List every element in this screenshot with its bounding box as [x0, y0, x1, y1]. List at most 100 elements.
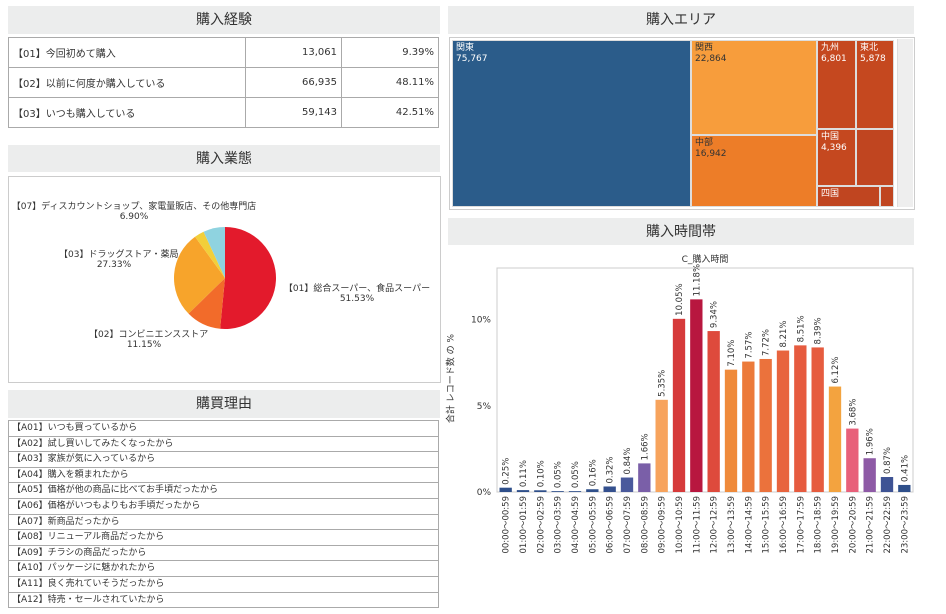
slice-label: 【03】ドラッグストア・薬局	[59, 250, 179, 260]
treemap-cell[interactable]: 九州 6,801	[817, 40, 856, 129]
x-tick-label: 13:00～13:59	[727, 496, 737, 554]
treemap-cell[interactable]: 中部 16,942	[691, 135, 817, 207]
x-tick-label: 07:00～07:59	[623, 496, 633, 554]
bar	[898, 484, 911, 492]
treemap-cell[interactable]	[880, 186, 894, 207]
slice-value: 6.90%	[119, 212, 149, 222]
slice-value: 27.33%	[96, 260, 132, 270]
bar	[776, 350, 790, 492]
bar	[724, 369, 738, 492]
bar-data-label: 7.57%	[744, 332, 754, 359]
cell-label: 中国	[821, 132, 840, 142]
treemap: 関東 75,767 関西 22,864 中部 16,942 九州 6,801 東北 5,878 中国…	[452, 40, 894, 207]
pie-slice[interactable]	[174, 236, 225, 314]
bar-data-label: 0.05%	[571, 461, 581, 488]
bar-data-label: 0.32%	[606, 456, 616, 483]
x-tick-label: 21:00～21:59	[866, 496, 876, 554]
y-tick-label: 5%	[477, 402, 492, 412]
x-tick-label: 01:00～01:59	[519, 496, 529, 554]
bar-data-label: 0.16%	[588, 459, 598, 486]
treemap-cell[interactable]: 中国 4,396	[817, 129, 856, 186]
pie-slice[interactable]	[203, 227, 225, 278]
bar-data-label: 1.96%	[866, 428, 876, 455]
treemap-cell[interactable]: 関東 75,767	[452, 40, 691, 207]
scrollbar[interactable]	[897, 39, 913, 207]
bar-data-label: 8.21%	[779, 321, 789, 348]
pie-chart	[174, 227, 276, 329]
pie-panel: 【07】ディスカウントショップ、家電量販店、その他専門店 6.90% 【03】ドラ…	[8, 176, 441, 383]
reason-item: 【A06】価格がいつもよりもお手頃だったから	[8, 498, 439, 515]
x-tick-label: 20:00～20:59	[848, 496, 858, 554]
pie-label-07: 【07】ディスカウントショップ、家電量販店、その他専門店 6.90%	[9, 199, 259, 222]
reasons-title: 購買理由	[8, 390, 440, 418]
row-pct: 42.51%	[341, 97, 439, 128]
cell-value: 6,801	[821, 54, 847, 64]
cell-value: 22,864	[695, 54, 727, 64]
x-tick-label: 08:00～08:59	[640, 496, 650, 554]
x-tick-label: 12:00～12:59	[710, 496, 720, 554]
bar	[863, 458, 876, 492]
format-title: 購入業態	[8, 145, 440, 172]
pie-slice[interactable]	[188, 278, 225, 329]
reason-item: 【A05】価格が他の商品に比べてお手頃だったから	[8, 483, 439, 499]
treemap-cell[interactable]: 東北 5,878	[856, 40, 894, 129]
treemap-cell[interactable]	[856, 129, 894, 186]
bar-data-label: 5.35%	[658, 370, 668, 397]
cell-label: 関東	[456, 43, 475, 53]
experience-title: 購入経験	[8, 6, 440, 34]
y-tick-label: 10%	[471, 316, 491, 326]
bar	[880, 477, 894, 492]
bar-data-label: 9.34%	[710, 301, 720, 328]
table-row: 【02】以前に何度か購入している 66,935 48.11%	[8, 67, 439, 98]
experience-table: 【01】今回初めて購入 13,061 9.39% 【02】以前に何度か購入している 6…	[8, 37, 439, 128]
pie-slice[interactable]	[195, 231, 225, 278]
x-tick-label: 19:00～19:59	[831, 496, 841, 554]
bar-data-label: 0.87%	[883, 447, 893, 474]
x-tick-label: 04:00～04:59	[571, 496, 581, 554]
row-count: 59,143	[245, 97, 342, 128]
slice-value: 11.15%	[126, 340, 162, 350]
bar-data-label: 7.72%	[762, 329, 772, 356]
bar	[516, 490, 530, 492]
reason-item: 【A12】特売・セールされていたから	[8, 592, 439, 609]
treemap-panel: 関東 75,767 関西 22,864 中部 16,942 九州 6,801 東北 5,878 中国…	[449, 37, 915, 210]
x-tick-label: 15:00～15:59	[762, 496, 772, 554]
bar	[655, 399, 668, 492]
bar-data-label: 8.39%	[814, 317, 824, 344]
bar	[846, 428, 859, 492]
bar	[568, 491, 582, 492]
bar-data-label: 0.05%	[554, 461, 564, 488]
pie-label-03: 【03】ドラッグストア・薬局 27.33%	[59, 247, 179, 270]
area-title: 購入エリア	[448, 6, 914, 34]
bar-data-label: 10.05%	[675, 283, 685, 315]
x-tick-label: 02:00～02:59	[536, 496, 546, 554]
bar	[551, 491, 564, 492]
row-count: 66,935	[245, 67, 342, 98]
reasons-list: 【A01】いつも買っているから 【A02】試し買いしてみたくなったから 【A03】家…	[8, 420, 439, 609]
reason-item: 【A11】良く売れていそうだったから	[8, 576, 439, 593]
treemap-cell[interactable]: 関西 22,864	[691, 40, 817, 135]
reason-item: 【A10】パッケージに魅かれたから	[8, 561, 439, 577]
bar-data-label: 0.41%	[900, 455, 910, 482]
reason-item: 【A04】購入を頼まれたから	[8, 467, 439, 484]
slice-label: 【01】総合スーパー、食品スーパー	[283, 284, 431, 294]
bar-data-label: 8.51%	[796, 315, 806, 342]
bar	[794, 345, 807, 492]
reason-item: 【A09】チラシの商品だったから	[8, 545, 439, 562]
bar	[638, 463, 651, 492]
row-pct: 48.11%	[341, 67, 439, 98]
pie-slice[interactable]	[220, 227, 276, 329]
plot-area	[496, 267, 914, 493]
x-tick-label: 11:00～11:59	[692, 496, 702, 554]
bar	[603, 486, 616, 492]
cell-value: 16,942	[695, 149, 727, 159]
bar	[586, 489, 599, 492]
bar-data-label: 0.10%	[536, 460, 546, 487]
x-tick-label: 09:00～09:59	[658, 496, 668, 554]
cell-value: 75,767	[456, 54, 488, 64]
slice-label: 【02】コンビニエンスストア	[89, 330, 209, 340]
cell-label: 中部	[695, 138, 714, 148]
treemap-cell[interactable]: 四国	[817, 186, 880, 207]
bar-data-label: 11.18%	[692, 264, 702, 296]
x-tick-label: 22:00～22:59	[883, 496, 893, 554]
